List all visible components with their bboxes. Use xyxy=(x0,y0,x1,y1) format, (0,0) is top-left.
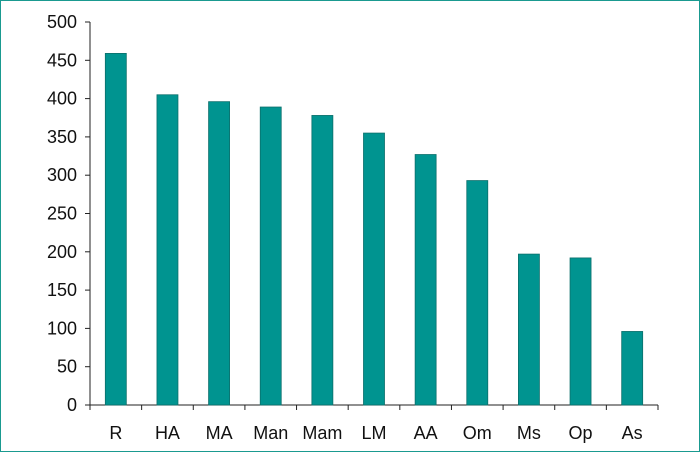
y-tick-label: 50 xyxy=(57,357,77,377)
x-category-label: Man xyxy=(253,423,288,443)
y-tick-label: 200 xyxy=(47,242,77,262)
x-category-label: Om xyxy=(463,423,492,443)
bar-aa xyxy=(414,154,437,406)
y-tick-label: 150 xyxy=(47,280,77,300)
chart-axes xyxy=(85,21,659,410)
bar-man xyxy=(259,106,282,406)
bar-op xyxy=(569,257,592,406)
y-tick-label: 300 xyxy=(47,165,77,185)
bar-as xyxy=(621,331,644,406)
y-tick-label: 100 xyxy=(47,318,77,338)
bar-r xyxy=(104,53,127,406)
x-category-label: LM xyxy=(361,423,386,443)
y-tick-label: 0 xyxy=(67,395,77,415)
y-tick-label: 350 xyxy=(47,127,77,147)
bar-ha xyxy=(156,94,179,406)
x-category-label: R xyxy=(109,423,122,443)
y-tick-label: 250 xyxy=(47,204,77,224)
y-tick-label: 450 xyxy=(47,50,77,70)
bar-om xyxy=(466,180,489,406)
bar-mam xyxy=(311,115,334,406)
x-category-label: Op xyxy=(569,423,593,443)
x-category-label: Ms xyxy=(517,423,541,443)
x-category-label: As xyxy=(622,423,643,443)
y-tick-label: 400 xyxy=(47,89,77,109)
x-category-label: HA xyxy=(155,423,180,443)
x-category-label: MA xyxy=(206,423,233,443)
bar-ma xyxy=(208,101,230,406)
y-tick-label: 500 xyxy=(47,12,77,32)
chart-labels: 0 50 100 150 200 250 300 350 400 450 500 R HA MA Man Ma… xyxy=(47,12,643,443)
bar-ms xyxy=(518,253,540,406)
x-category-label: Mam xyxy=(302,423,342,443)
chart-bars xyxy=(104,53,644,406)
bar-lm xyxy=(363,132,385,406)
x-category-label: AA xyxy=(414,423,438,443)
